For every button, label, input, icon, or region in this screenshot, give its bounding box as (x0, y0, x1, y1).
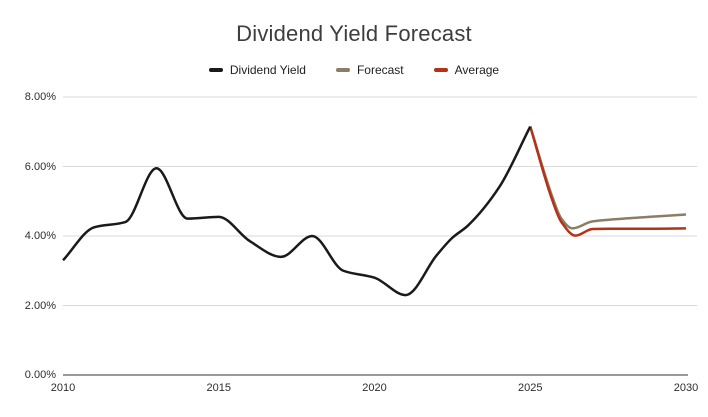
series-line-forecast (529, 126, 687, 230)
x-tick-label: 2030 (673, 382, 699, 394)
legend-item-dividend-yield[interactable]: Dividend Yield (208, 63, 306, 77)
chart-title: Dividend Yield Forecast (236, 21, 472, 46)
legend-label: Average (454, 63, 500, 77)
legend-swatch-dividend-yield (208, 68, 223, 72)
y-tick-label: 8.00% (24, 91, 56, 103)
legend-item-average[interactable]: Average (433, 63, 500, 77)
legend-swatch-average (433, 68, 448, 72)
y-tick-label: 4.00% (24, 230, 56, 242)
y-tick-label: 2.00% (24, 299, 56, 312)
legend: Dividend Yield Forecast Average (0, 62, 708, 78)
x-tick-label: 2015 (206, 382, 231, 394)
legend-label: Forecast (356, 63, 404, 77)
series-line-average (529, 126, 687, 237)
legend-item-forecast[interactable]: Forecast (335, 63, 404, 77)
legend-label: Dividend Yield (229, 63, 306, 77)
series-line-dividend-yield (62, 125, 532, 297)
x-tick-label: 2020 (362, 382, 387, 394)
x-tick-label: 2025 (518, 382, 543, 394)
legend-swatch-forecast (335, 68, 350, 72)
y-tick-label: 6.00% (24, 160, 56, 173)
y-tick-label: 0.00% (24, 369, 56, 381)
x-tick-label: 2010 (50, 382, 76, 394)
